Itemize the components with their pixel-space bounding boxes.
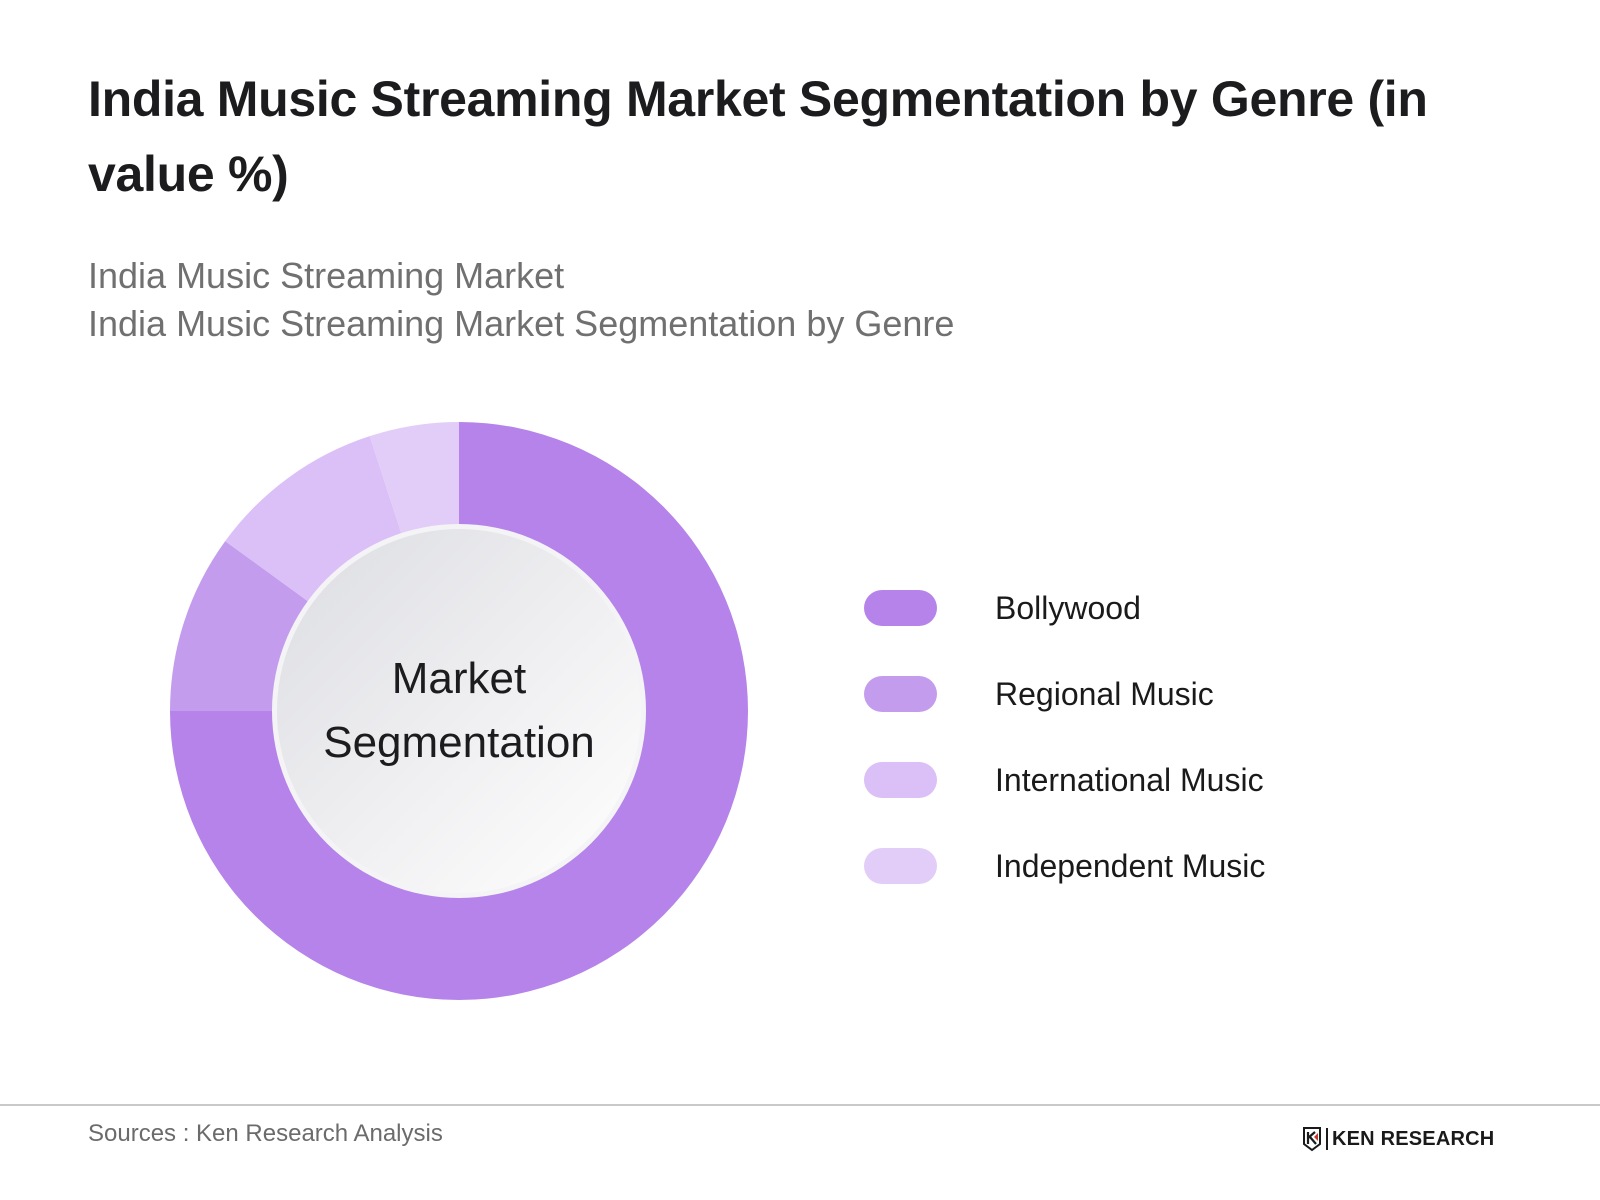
legend-label-international-music: International Music <box>995 761 1264 798</box>
legend-item-bollywood: Bollywood <box>864 590 1265 626</box>
legend-swatch-bollywood <box>864 590 937 626</box>
donut-chart-svg <box>170 422 748 1000</box>
chart-subtitle-segmentation: India Music Streaming Market Segmentatio… <box>88 303 955 344</box>
center-label-line2: Segmentation <box>323 718 595 767</box>
donut-slice-independent-music <box>369 422 459 540</box>
donut-slice-international-music <box>225 436 404 606</box>
chart-title: India Music Streaming Market Segmentatio… <box>88 71 1428 202</box>
source-note: Sources : Ken Research Analysis <box>88 1120 443 1147</box>
legend-swatch-regional-music <box>864 676 937 712</box>
legend-item-independent-music: Independent Music <box>864 848 1265 884</box>
donut-slice-bollywood <box>170 422 748 1000</box>
legend-label-independent-music: Independent Music <box>995 847 1266 884</box>
center-circle <box>277 529 641 893</box>
legend-label-regional-music: Regional Music <box>995 675 1214 712</box>
center-label-line1: Market <box>391 654 527 703</box>
legend-label-bollywood: Bollywood <box>995 589 1141 626</box>
ken-research-logo-text: KEN RESEARCH <box>1326 1128 1494 1150</box>
footer-divider <box>0 1104 1600 1106</box>
donut-chart <box>170 422 748 1000</box>
legend-swatch-international-music <box>864 762 937 798</box>
ken-research-logo-icon <box>1303 1127 1321 1152</box>
legend-swatch-independent-music <box>864 848 937 884</box>
center-label: Market Segmentation <box>323 647 595 775</box>
legend-item-regional-music: Regional Music <box>864 676 1265 712</box>
legend: Bollywood Regional Music International M… <box>864 590 1265 934</box>
chart-subtitle-market: India Music Streaming Market <box>88 255 565 296</box>
ken-research-logo: KEN RESEARCH <box>1302 1124 1494 1154</box>
legend-item-international-music: International Music <box>864 762 1265 798</box>
